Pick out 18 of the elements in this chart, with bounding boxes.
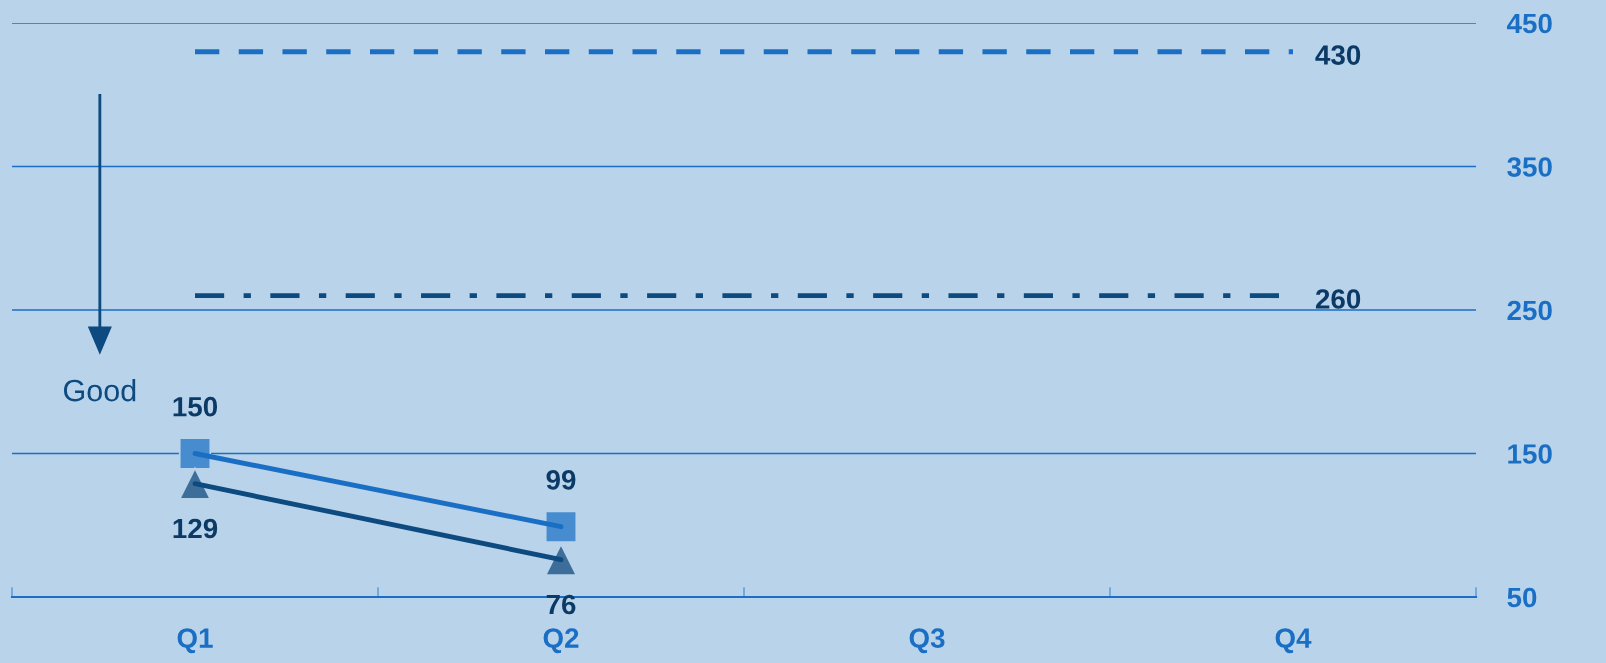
annotation: Good bbox=[64, 378, 136, 402]
ref-line-label: 430 bbox=[1315, 45, 1361, 65]
ref-line-label: 260 bbox=[1315, 289, 1361, 309]
y-tick-label: 250 bbox=[1507, 300, 1552, 321]
point bbox=[544, 510, 578, 543]
y-tick-label: 50 bbox=[1507, 587, 1537, 608]
y-tick-label: 350 bbox=[1507, 157, 1552, 177]
x-tick-label: Q4 bbox=[1275, 628, 1312, 654]
data-label: 129 bbox=[173, 518, 218, 539]
data-label: 150 bbox=[173, 396, 218, 417]
x-tick-label: Q1 bbox=[177, 628, 213, 654]
point bbox=[178, 437, 212, 470]
y-tick-label: 450 bbox=[1506, 13, 1552, 34]
x-tick-label: Q2 bbox=[543, 628, 579, 654]
y-tick-label: 150 bbox=[1508, 444, 1552, 464]
data-label: 76 bbox=[546, 594, 576, 615]
data-label: 99 bbox=[546, 470, 576, 490]
x-tick-label: Q3 bbox=[909, 628, 945, 654]
